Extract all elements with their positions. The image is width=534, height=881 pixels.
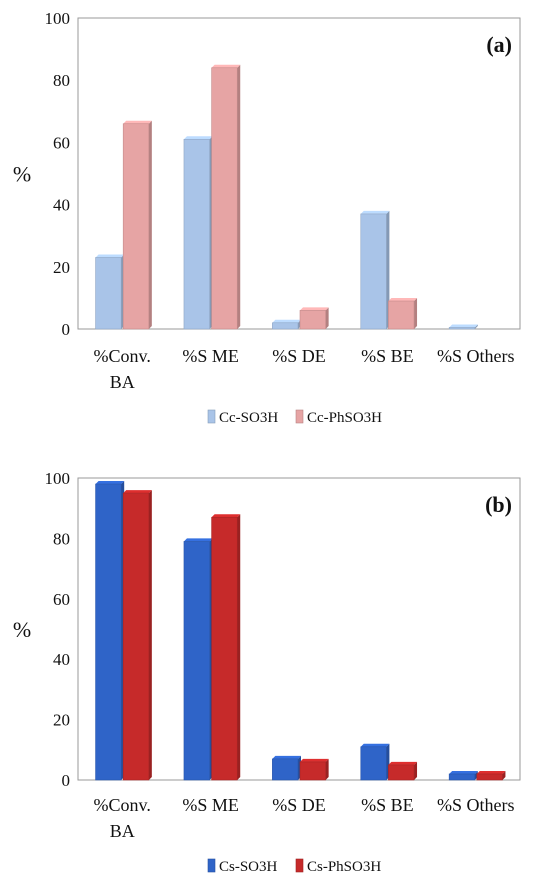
bar: [476, 773, 503, 781]
bar-side: [237, 514, 241, 780]
bar-top: [388, 761, 418, 765]
bar: [122, 123, 150, 330]
bar-top: [183, 538, 213, 542]
bar-top: [272, 319, 301, 323]
bar: [299, 310, 326, 330]
x-category-label: %Conv.: [94, 795, 151, 815]
bar: [388, 300, 415, 330]
bar: [360, 746, 387, 781]
bar-side: [148, 120, 152, 330]
bar-top: [300, 307, 329, 311]
x-category-label: %S BE: [361, 346, 414, 366]
bar-top: [211, 64, 241, 68]
plot-area-1: [77, 477, 521, 781]
bar-top: [183, 136, 213, 140]
y-axis-label: %: [13, 162, 31, 187]
bar-top: [360, 210, 390, 214]
x-category-label: %S BE: [361, 795, 414, 815]
x-category-label: %S Others: [437, 795, 515, 815]
x-category-label: %S ME: [182, 346, 239, 366]
bar-side: [386, 210, 390, 329]
bar-side: [237, 64, 241, 329]
bar: [95, 257, 122, 330]
bar-top: [272, 755, 301, 759]
bar-top: [95, 254, 125, 258]
bar: [183, 138, 210, 330]
x-category-label: %S Others: [437, 346, 515, 366]
x-category-label: %S DE: [272, 346, 326, 366]
legend-label: Cc-SO3H: [219, 410, 278, 426]
x-category-label: %S DE: [272, 795, 326, 815]
y-tick-label: 80: [53, 529, 70, 548]
y-tick-label: 40: [53, 196, 70, 215]
bar: [448, 327, 476, 330]
bar: [272, 758, 299, 781]
legend-label: Cs-PhSO3H: [307, 859, 381, 875]
y-tick-label: 80: [53, 71, 70, 90]
bar-side: [325, 307, 329, 329]
bar-side: [474, 324, 478, 329]
bar: [360, 213, 387, 330]
bar-top: [449, 324, 478, 328]
bar-top: [211, 514, 241, 518]
y-tick-label: 0: [62, 320, 71, 339]
x-category-label: %Conv.: [94, 346, 151, 366]
bar: [211, 67, 238, 330]
panel-label: (a): [486, 32, 512, 57]
bar: [211, 516, 238, 781]
y-tick-label: 100: [45, 9, 71, 28]
y-tick-label: 0: [62, 771, 71, 790]
bar: [388, 764, 415, 781]
bar-top: [123, 120, 152, 124]
legend-swatch: [207, 409, 216, 424]
y-tick-label: 100: [45, 469, 71, 488]
bar-side: [414, 761, 418, 780]
legend-swatch: [295, 409, 304, 424]
bar-top: [95, 481, 125, 485]
x-category-label: BA: [110, 821, 135, 841]
plot-area-0: [77, 17, 521, 330]
bar-top: [360, 743, 390, 747]
y-axis-label: %: [13, 617, 31, 642]
bar-side: [414, 298, 418, 329]
bar-top: [388, 298, 418, 302]
bar-top: [449, 770, 478, 774]
panel-label: (b): [485, 492, 512, 517]
bar-top: [123, 490, 152, 494]
y-tick-label: 60: [53, 590, 70, 609]
bar-top: [476, 770, 506, 774]
x-category-label: BA: [110, 372, 135, 392]
bar: [448, 773, 476, 781]
legend-label: Cs-SO3H: [219, 859, 278, 875]
bar: [299, 761, 326, 781]
bar-side: [148, 490, 152, 780]
bar-top: [300, 758, 329, 762]
bar-side: [502, 770, 506, 780]
legend-label: Cc-PhSO3H: [307, 410, 382, 426]
bar: [122, 492, 150, 781]
y-tick-label: 20: [53, 711, 70, 730]
y-tick-label: 60: [53, 133, 70, 152]
y-tick-label: 40: [53, 650, 70, 669]
legend-swatch: [295, 858, 304, 873]
legend-swatch: [207, 858, 216, 873]
bar-side: [325, 758, 329, 780]
bar: [95, 483, 122, 781]
bar: [272, 322, 299, 330]
x-category-label: %S ME: [182, 795, 239, 815]
y-tick-label: 20: [53, 258, 70, 277]
bar: [183, 541, 210, 781]
